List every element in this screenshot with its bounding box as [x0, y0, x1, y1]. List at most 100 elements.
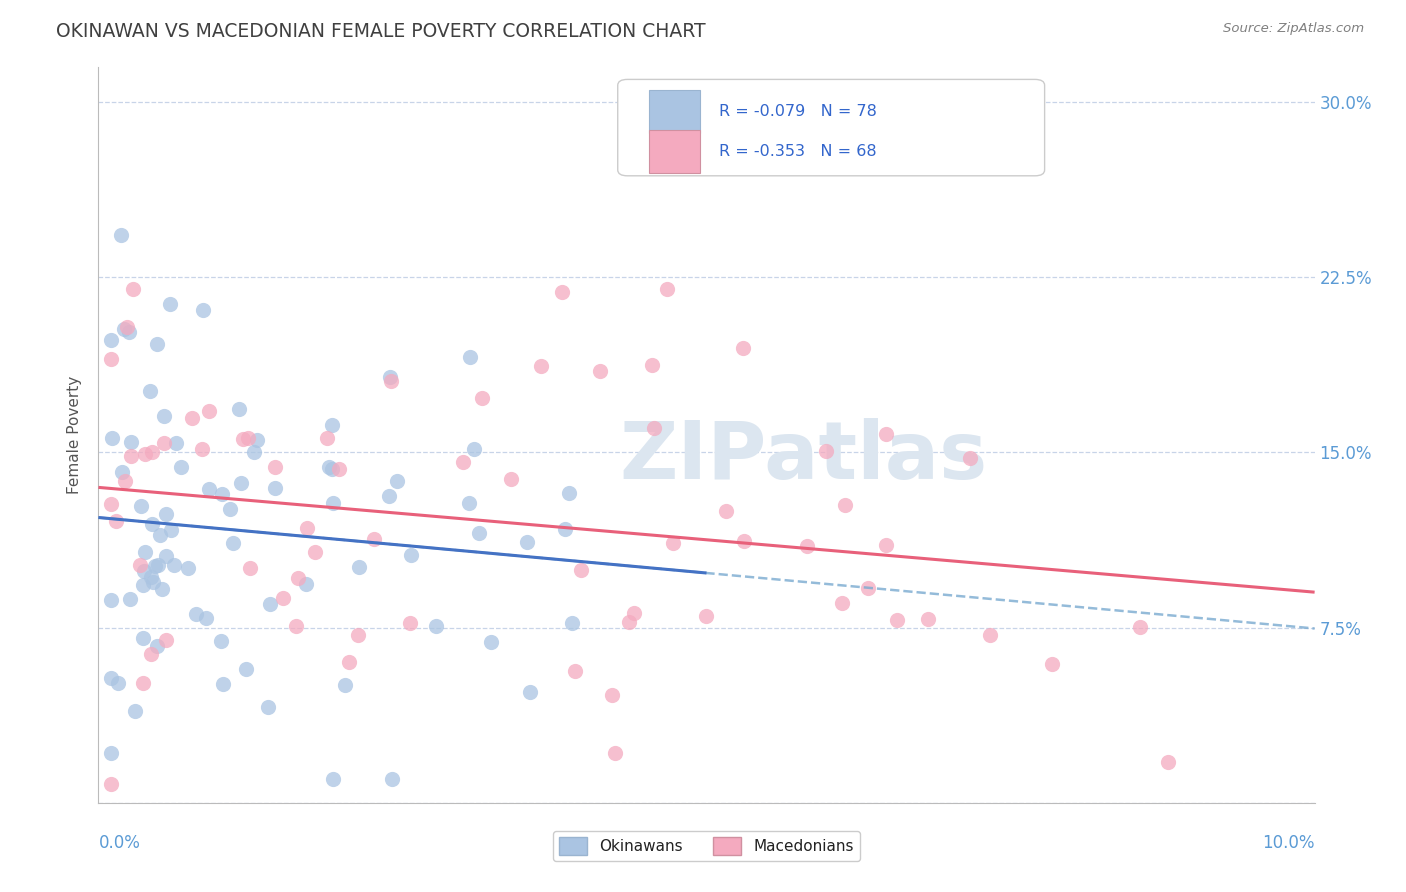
- Point: [831, 595, 853, 609]
- Point: [141, 445, 163, 459]
- Point: [100, 671, 122, 685]
- Point: [1128, 620, 1150, 634]
- Point: [550, 285, 572, 299]
- Point: [315, 431, 337, 445]
- Y-axis label: Female Poverty: Female Poverty: [67, 376, 83, 494]
- Point: [155, 549, 177, 563]
- Point: [796, 539, 818, 553]
- Point: [181, 411, 204, 425]
- Point: [363, 532, 385, 546]
- Point: [321, 417, 343, 432]
- Point: [129, 558, 152, 573]
- Point: [132, 631, 155, 645]
- Point: [733, 534, 755, 549]
- Point: [623, 606, 645, 620]
- Point: [458, 350, 481, 364]
- Point: [530, 359, 553, 373]
- Point: [107, 676, 129, 690]
- Point: [917, 612, 939, 626]
- Point: [112, 322, 135, 336]
- Point: [959, 451, 981, 466]
- Point: [139, 570, 162, 584]
- Point: [165, 435, 187, 450]
- Legend: Okinawans, Macedonians: Okinawans, Macedonians: [554, 830, 859, 862]
- Point: [589, 364, 612, 378]
- Point: [235, 662, 257, 676]
- Point: [155, 508, 177, 522]
- Point: [163, 558, 186, 572]
- Point: [381, 772, 404, 787]
- Point: [264, 481, 287, 495]
- Text: R = -0.353   N = 68: R = -0.353 N = 68: [718, 144, 876, 159]
- Point: [232, 433, 254, 447]
- Point: [378, 489, 401, 503]
- Point: [222, 535, 245, 549]
- Point: [132, 564, 155, 578]
- Point: [335, 678, 357, 692]
- Text: OKINAWAN VS MACEDONIAN FEMALE POVERTY CORRELATION CHART: OKINAWAN VS MACEDONIAN FEMALE POVERTY CO…: [56, 22, 706, 41]
- Point: [143, 558, 166, 573]
- Point: [979, 628, 1001, 642]
- Point: [115, 320, 138, 334]
- Point: [322, 772, 344, 787]
- Point: [318, 459, 340, 474]
- Point: [134, 447, 156, 461]
- Point: [458, 496, 481, 510]
- Point: [104, 514, 127, 528]
- Point: [257, 700, 280, 714]
- Point: [886, 613, 908, 627]
- Point: [191, 442, 214, 457]
- Point: [141, 648, 163, 662]
- Point: [100, 351, 122, 366]
- Text: 0.0%: 0.0%: [98, 834, 141, 852]
- Point: [170, 459, 193, 474]
- Point: [132, 675, 155, 690]
- Point: [399, 616, 422, 631]
- Point: [401, 548, 423, 562]
- Point: [468, 526, 491, 541]
- Point: [875, 538, 897, 552]
- Point: [239, 561, 262, 575]
- Point: [1040, 657, 1063, 672]
- Point: [186, 607, 208, 621]
- Point: [285, 619, 308, 633]
- Point: [120, 449, 142, 463]
- Point: [834, 498, 856, 512]
- Point: [146, 337, 169, 351]
- Point: [246, 433, 269, 447]
- Point: [519, 685, 541, 699]
- Point: [347, 559, 370, 574]
- Point: [159, 523, 181, 537]
- Point: [150, 582, 173, 596]
- Text: Source: ZipAtlas.com: Source: ZipAtlas.com: [1223, 22, 1364, 36]
- Point: [499, 472, 522, 486]
- Point: [114, 475, 136, 489]
- Point: [733, 342, 755, 356]
- Point: [287, 571, 309, 585]
- Point: [321, 462, 343, 476]
- Point: [118, 591, 141, 606]
- Point: [605, 746, 627, 760]
- Point: [124, 705, 146, 719]
- Point: [110, 227, 132, 242]
- Point: [661, 536, 683, 550]
- Point: [132, 578, 155, 592]
- Point: [219, 502, 242, 516]
- Point: [155, 633, 177, 648]
- Point: [100, 497, 122, 511]
- Point: [328, 462, 350, 476]
- Point: [815, 444, 838, 458]
- Point: [211, 486, 233, 500]
- Point: [141, 517, 163, 532]
- Point: [212, 677, 235, 691]
- Point: [641, 358, 664, 372]
- Point: [238, 431, 260, 445]
- Point: [100, 593, 122, 607]
- Point: [856, 582, 879, 596]
- Point: [716, 504, 738, 518]
- Point: [471, 392, 494, 406]
- Point: [695, 608, 717, 623]
- Point: [479, 635, 502, 649]
- Point: [153, 409, 176, 424]
- Point: [387, 474, 409, 488]
